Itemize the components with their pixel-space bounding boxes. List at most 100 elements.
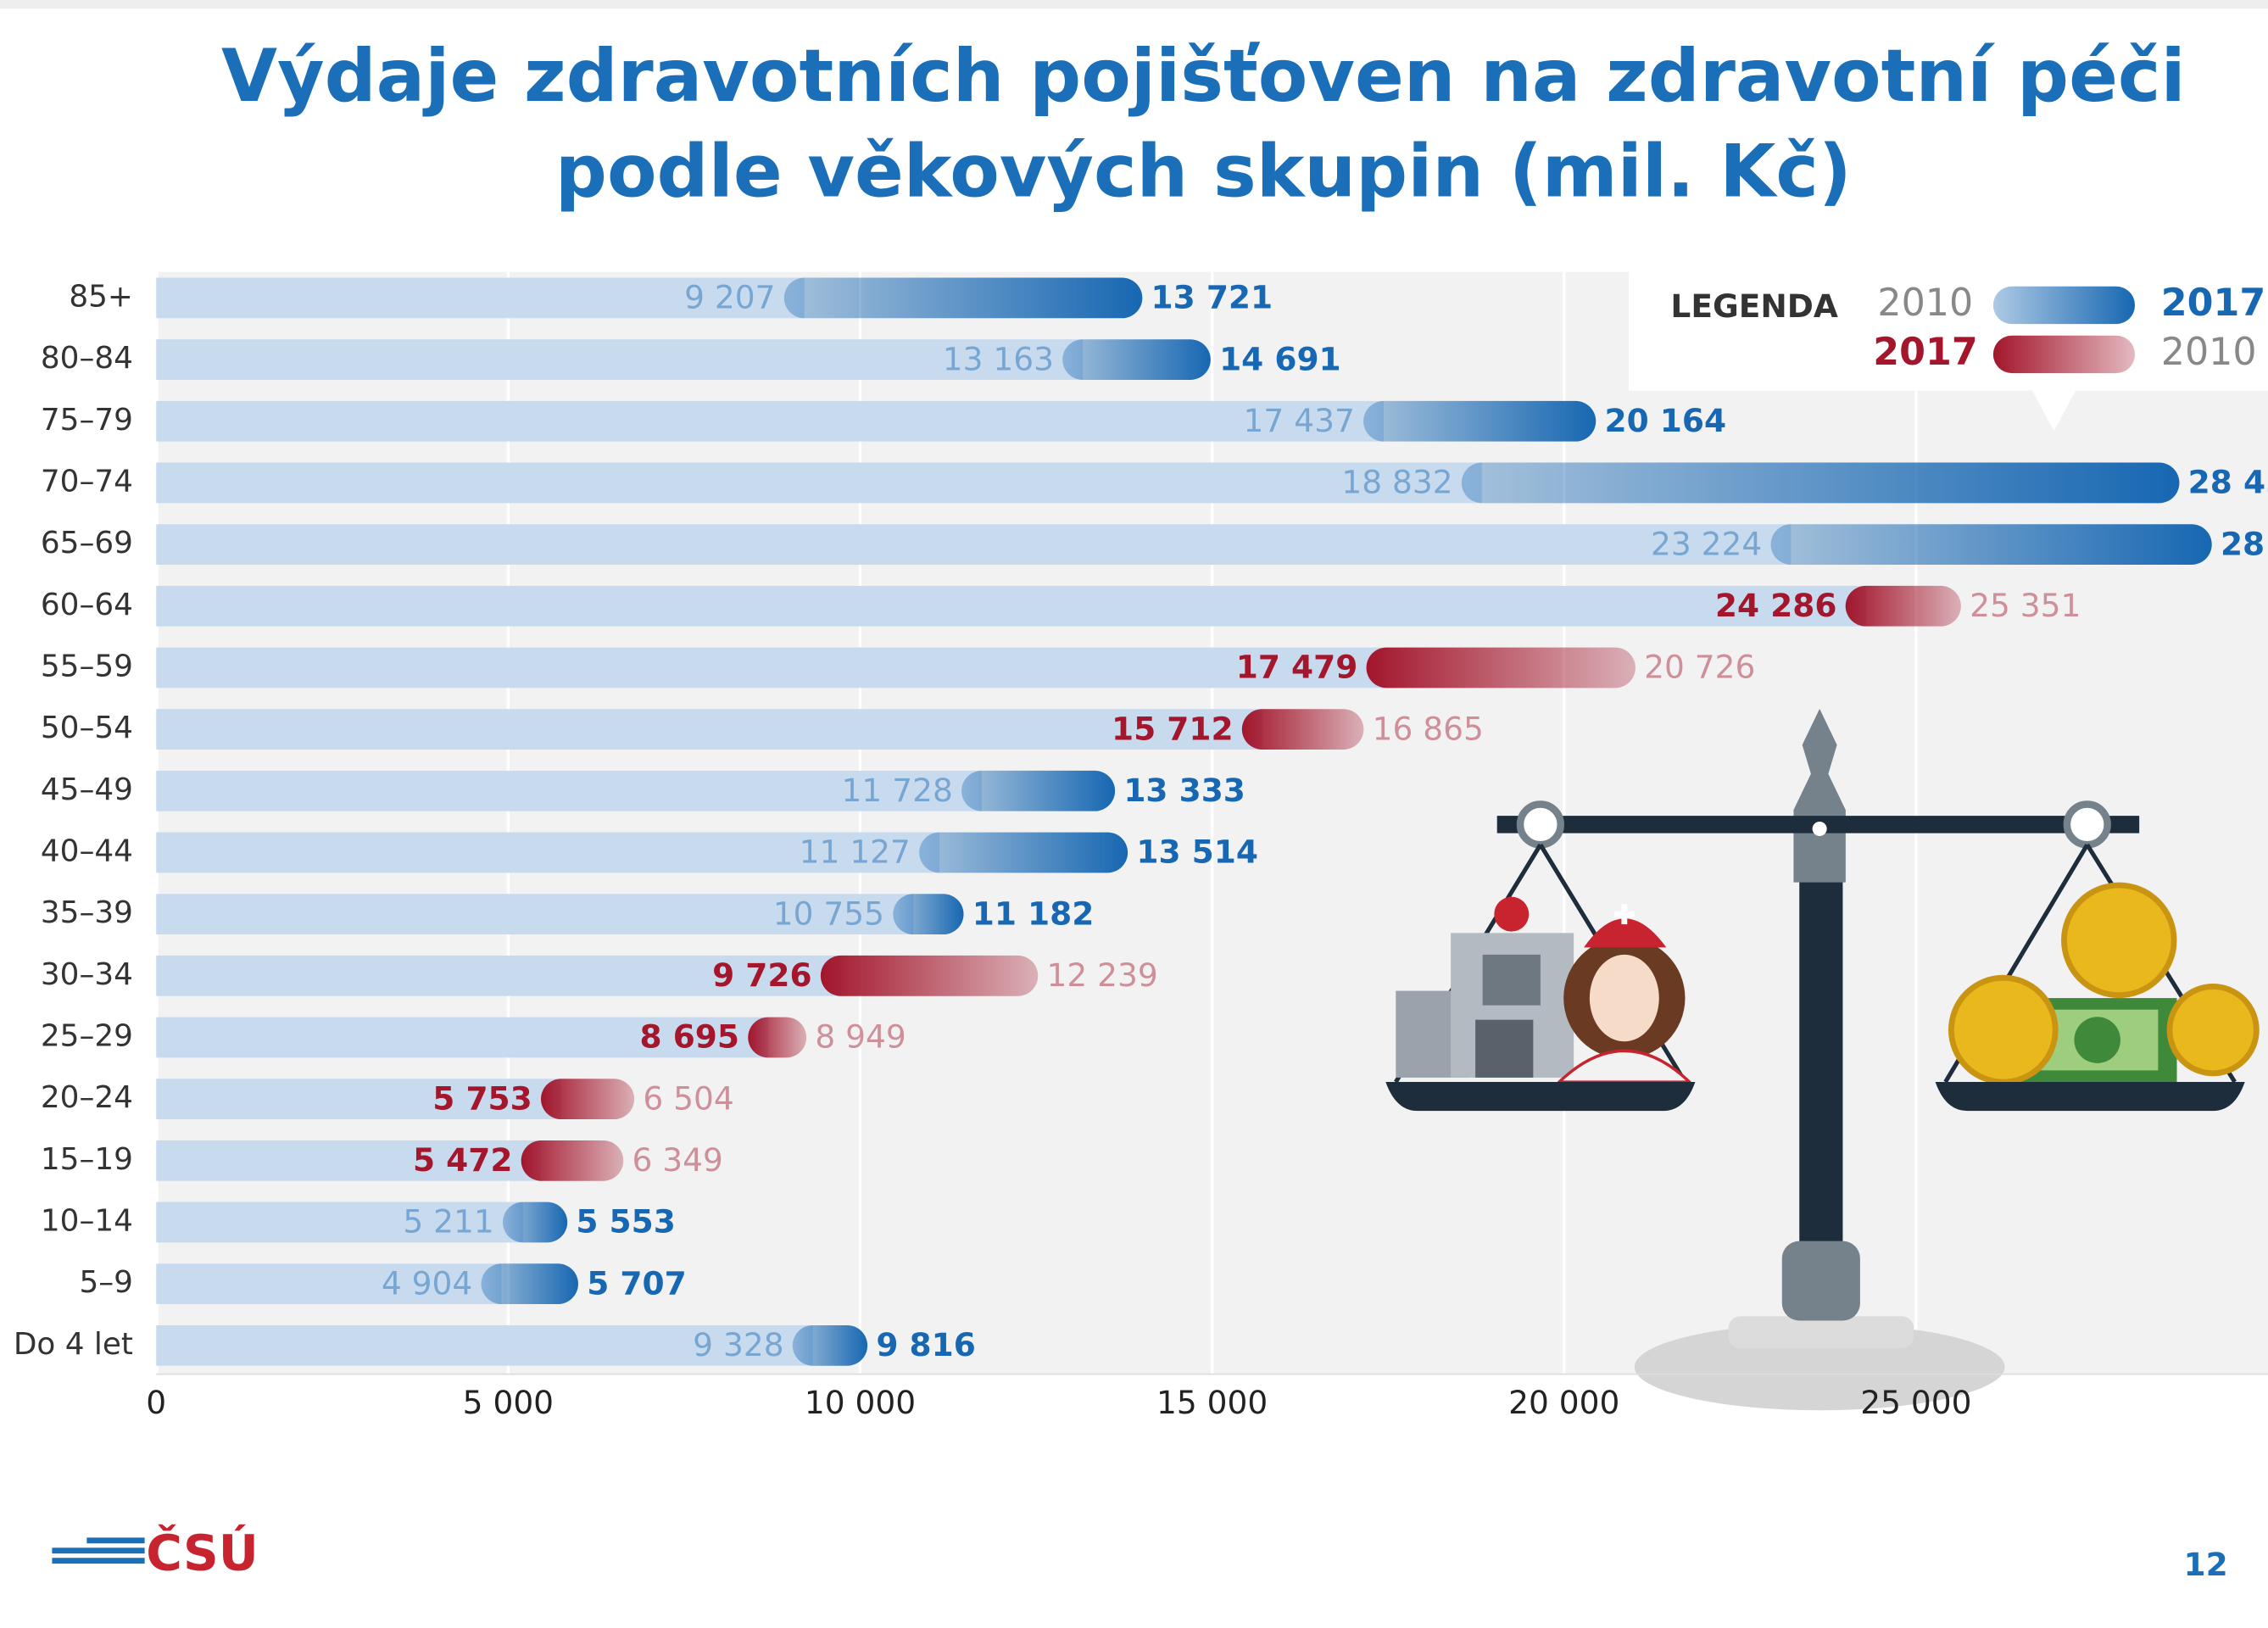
logo-text: ČSÚ (146, 1524, 259, 1582)
value-label: 9 207 (684, 279, 775, 316)
chart-title: Výdaje zdravotních pojišťoven na zdravot… (221, 35, 2186, 119)
category-label: 55–59 (41, 649, 133, 683)
track-bar (156, 462, 1482, 504)
category-label: 30–34 (41, 957, 133, 992)
category-label: Do 4 let (14, 1327, 133, 1362)
scale-illustration (1385, 708, 2260, 1411)
legend-label: 2010 (1877, 282, 1973, 325)
value-label: 23 224 (1651, 525, 1762, 562)
category-label: 60–64 (41, 588, 133, 622)
x-tick-label: 10 000 (805, 1384, 916, 1421)
value-label: 17 437 (1244, 402, 1355, 439)
category-label: 50–54 (41, 711, 133, 745)
value-label: 11 182 (972, 895, 1095, 932)
change-bar (1363, 400, 1597, 442)
value-label: 18 832 (1341, 464, 1452, 501)
category-label: 25–29 (41, 1018, 133, 1053)
value-label: 17 479 (1236, 649, 1358, 686)
value-label: 24 286 (1715, 587, 1837, 624)
chart-title: podle věkových skupin (mil. Kč) (555, 131, 1852, 215)
category-label: 45–49 (41, 772, 133, 807)
value-label: 6 349 (632, 1141, 722, 1179)
change-bar (961, 770, 1116, 811)
value-label: 11 728 (842, 772, 953, 809)
value-label: 4 904 (382, 1264, 472, 1302)
legend-pointer (2031, 390, 2076, 432)
value-label: 14 691 (1219, 340, 1341, 377)
change-bar (1845, 585, 1961, 627)
category-label: 15–19 (41, 1142, 133, 1177)
category-label: 75–79 (41, 403, 133, 438)
change-bar (748, 1017, 807, 1058)
value-label: 5 707 (587, 1264, 686, 1302)
value-label: 13 514 (1136, 834, 1258, 871)
legend-title: LEGENDA (1670, 287, 1838, 325)
change-bar (1461, 462, 2180, 504)
value-label: 15 712 (1112, 710, 1234, 747)
track-bar (156, 832, 940, 873)
change-bar (1366, 647, 1636, 689)
category-label: 5–9 (79, 1265, 132, 1300)
track-bar (156, 647, 1387, 689)
category-label: 20–24 (41, 1080, 133, 1115)
value-label: 28 914 (2221, 525, 2268, 562)
category-label: 10–14 (41, 1203, 133, 1238)
track-bar (156, 770, 982, 811)
change-bar (503, 1201, 568, 1243)
track-bar (156, 1263, 502, 1305)
value-label: 9 328 (693, 1326, 783, 1363)
category-label: 40–44 (41, 834, 133, 868)
legend-box (1628, 271, 2268, 391)
track-bar (156, 585, 1866, 627)
value-label: 13 333 (1123, 772, 1245, 809)
page-number: 12 (2184, 1546, 2228, 1583)
legend-swatch (1992, 335, 2136, 374)
change-bar (1770, 524, 2212, 565)
value-label: 10 755 (773, 895, 884, 932)
track-bar (156, 277, 805, 319)
x-tick-label: 20 000 (1508, 1384, 1619, 1421)
x-tick-label: 5 000 (463, 1384, 554, 1421)
value-label: 8 949 (815, 1018, 906, 1056)
track-bar (156, 524, 1792, 565)
value-label: 6 504 (643, 1079, 733, 1117)
track-bar (156, 339, 1084, 380)
change-bar (521, 1140, 624, 1181)
value-label: 5 472 (413, 1141, 512, 1179)
value-label: 9 816 (876, 1326, 975, 1363)
value-label: 8 695 (640, 1018, 739, 1056)
track-bar (156, 709, 1262, 750)
value-label: 5 753 (432, 1079, 532, 1117)
value-label: 20 726 (1644, 649, 1755, 686)
track-bar (156, 1140, 542, 1181)
x-tick-label: 15 000 (1156, 1384, 1268, 1421)
category-label: 85+ (69, 279, 133, 314)
value-label: 5 211 (403, 1203, 493, 1241)
track-bar (156, 400, 1384, 442)
legend-label: 2017 (1873, 331, 1977, 374)
legend: LEGENDA 2010 2017 2017 2010 (1628, 271, 2268, 432)
value-label: 13 163 (943, 340, 1054, 377)
value-label: 16 865 (1373, 710, 1484, 747)
change-bar (481, 1263, 578, 1305)
value-label: 11 127 (800, 834, 911, 871)
track-bar (156, 894, 914, 935)
change-bar (792, 1324, 868, 1366)
change-bar (783, 277, 1143, 319)
top-strip (0, 0, 2268, 9)
category-label: 65–69 (41, 526, 133, 560)
legend-label: 2017 (2161, 282, 2265, 325)
change-bar (541, 1079, 635, 1120)
x-tick-label: 25 000 (1860, 1384, 1971, 1421)
value-label: 12 239 (1047, 956, 1158, 994)
value-label: 28 453 (2188, 464, 2268, 501)
category-label: 80–84 (41, 341, 133, 376)
legend-label: 2010 (2161, 331, 2257, 374)
category-label: 35–39 (41, 895, 133, 930)
change-bar (1241, 709, 1364, 750)
track-bar (156, 1201, 523, 1243)
change-bar (1062, 339, 1211, 380)
value-label: 20 164 (1604, 402, 1726, 439)
